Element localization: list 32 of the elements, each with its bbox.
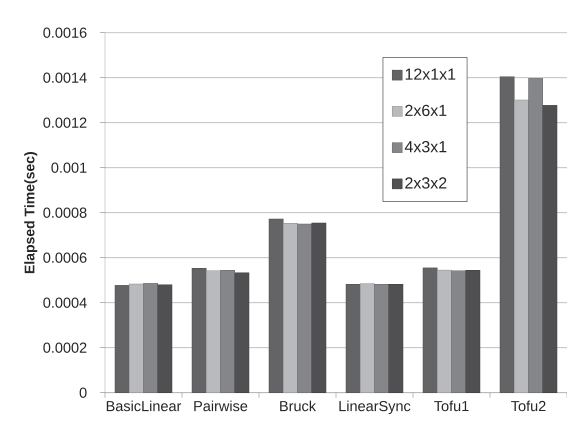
x-tick-label: Bruck	[280, 400, 316, 412]
legend-label: 2x3x2	[405, 177, 446, 189]
y-tick-label: 0.0006	[43, 252, 86, 263]
y-tick-label: 0.0012	[43, 118, 86, 128]
y-tick-label: 0.0004	[43, 298, 87, 308]
x-tick-label: LinearSync	[339, 400, 410, 414]
bar	[542, 105, 558, 393]
bar	[114, 285, 130, 393]
y-tick-label: 0.0016	[43, 28, 86, 38]
y-tick-label: 0.0008	[43, 208, 86, 218]
bar	[388, 284, 404, 393]
legend-label: 4x3x1	[404, 141, 446, 152]
bar	[422, 268, 438, 393]
bar	[311, 222, 326, 393]
bar	[158, 284, 172, 393]
bar	[346, 284, 361, 393]
x-tick-label: Tofu1	[434, 400, 469, 412]
y-tick-label: 0.0014	[43, 72, 87, 83]
y-tick-label: 0	[80, 388, 87, 398]
legend-label: 12x1x1	[406, 68, 456, 80]
y-tick-label: 0.0002	[43, 342, 86, 353]
x-tick-label: Tofu2	[511, 400, 546, 412]
y-tick-label: 0.001	[51, 162, 86, 173]
legend-label: 2x6x1	[405, 104, 446, 116]
bar	[192, 268, 207, 393]
x-tick-label: BasicLinear	[106, 400, 182, 412]
bar	[500, 76, 514, 393]
x-tick-label: Pairwise	[194, 400, 248, 412]
bar	[465, 270, 480, 393]
bar	[268, 218, 284, 393]
bar	[234, 272, 250, 393]
y-axis-title: Elapsed Time(sec)	[24, 152, 38, 274]
